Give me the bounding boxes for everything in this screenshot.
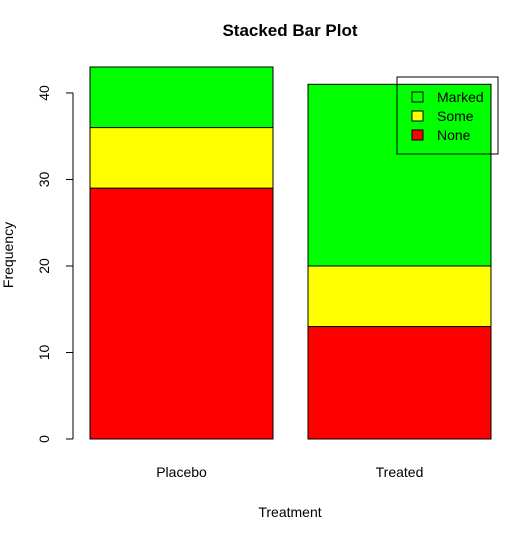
legend-box [396, 76, 499, 155]
x-tick-label-placebo: Placebo [156, 464, 207, 480]
y-axis: 0 10 20 30 40 [36, 85, 74, 443]
y-tick-label: 40 [36, 85, 52, 101]
bar-placebo-some [89, 127, 274, 189]
bars-group [89, 66, 492, 440]
legend-swatch-none [411, 129, 424, 141]
bar-treated-marked [307, 83, 492, 267]
bar-treated-some [307, 265, 492, 328]
legend: Marked Some None [396, 76, 499, 155]
y-tick-label: 0 [36, 435, 52, 443]
legend-swatch-some [411, 110, 424, 122]
legend-label-marked: Marked [437, 89, 484, 105]
x-axis-tick-labels: Placebo Treated [156, 464, 423, 480]
legend-swatch-marked [411, 91, 424, 103]
x-axis-label: Treatment [258, 504, 321, 520]
y-tick-label: 30 [36, 171, 52, 187]
y-axis-label: Frequency [0, 222, 16, 288]
bar-placebo-marked [89, 66, 274, 129]
chart-title: Stacked Bar Plot [222, 21, 357, 40]
bar-treated-none [307, 326, 492, 440]
legend-label-none: None [437, 127, 471, 143]
x-tick-label-treated: Treated [376, 464, 424, 480]
y-tick-label: 20 [36, 258, 52, 274]
legend-label-some: Some [437, 108, 474, 124]
y-tick-label: 10 [36, 344, 52, 360]
bar-placebo-none [89, 187, 274, 440]
